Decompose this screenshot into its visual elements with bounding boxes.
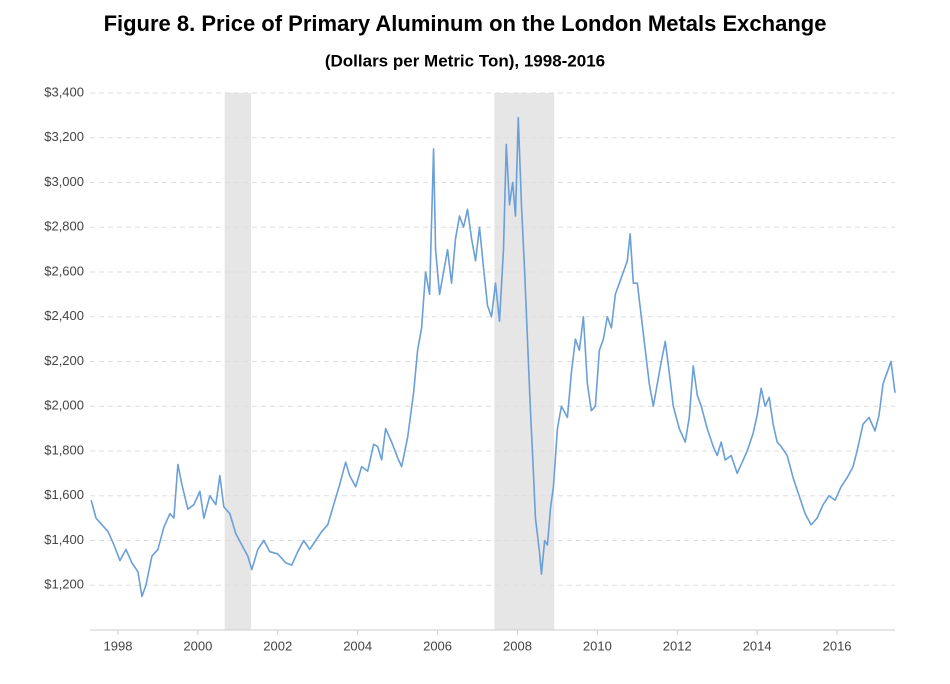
y-tick-label: $2,600 <box>44 263 84 278</box>
x-tick-label: 2012 <box>663 638 692 653</box>
x-tick-label: 1998 <box>104 638 133 653</box>
price-line <box>90 116 896 598</box>
y-tick-label: $2,000 <box>44 398 84 413</box>
x-tick-label: 2000 <box>183 638 212 653</box>
y-tick-label: $3,200 <box>44 129 84 144</box>
y-tick-label: $1,600 <box>44 487 84 502</box>
x-tick-label: 2002 <box>263 638 292 653</box>
y-tick-label: $1,800 <box>44 442 84 457</box>
x-tick-label: 2006 <box>423 638 452 653</box>
y-tick-label: $1,200 <box>44 577 84 592</box>
y-tick-label: $2,800 <box>44 219 84 234</box>
y-tick-label: $2,400 <box>44 308 84 323</box>
x-tick-label: 2004 <box>343 638 372 653</box>
chart-title: Figure 8. Price of Primary Aluminum on t… <box>104 11 827 36</box>
x-tick-label: 2010 <box>583 638 612 653</box>
chart-subtitle: (Dollars per Metric Ton), 1998-2016 <box>325 51 605 70</box>
y-tick-label: $2,200 <box>44 353 84 368</box>
x-tick-label: 2008 <box>503 638 532 653</box>
x-tick-label: 2014 <box>743 638 772 653</box>
y-tick-label: $3,400 <box>44 84 84 99</box>
y-tick-label: $1,400 <box>44 532 84 547</box>
x-tick-label: 2016 <box>823 638 852 653</box>
y-tick-label: $3,000 <box>44 174 84 189</box>
